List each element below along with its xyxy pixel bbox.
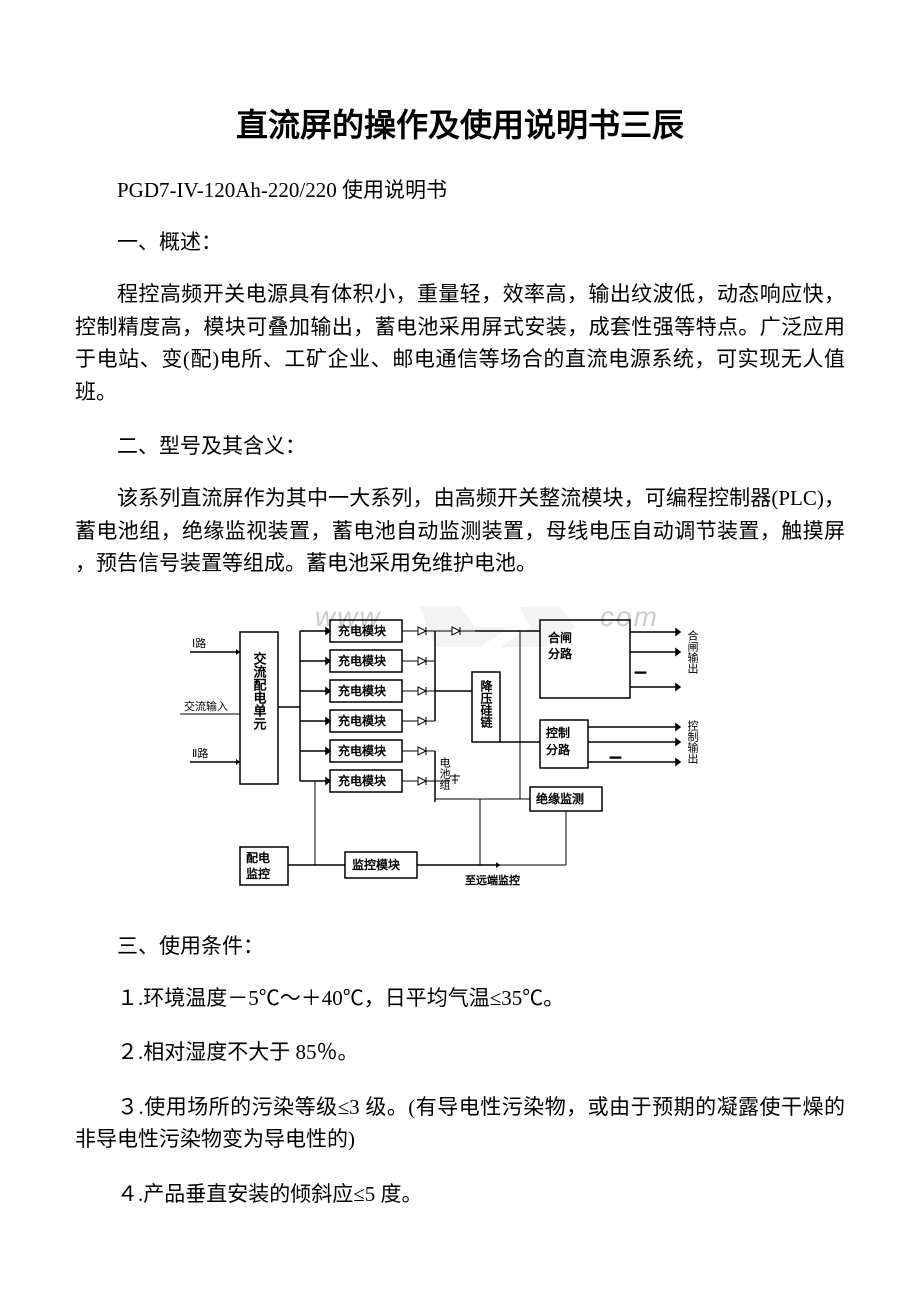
section1-para: 程控高频开关电源具有体积小，重量轻，效率高，输出纹波低，动态响应快，控制精度高，… bbox=[75, 278, 845, 408]
close-branch-label1: 合闸 bbox=[548, 630, 572, 645]
close-branch-label2: 分路 bbox=[548, 646, 573, 661]
item1: １.环境温度－5℃～＋40℃，日平均气温≤35℃。 bbox=[75, 982, 845, 1015]
route1-label: Ⅰ路 bbox=[192, 637, 206, 650]
ac-input-label: 交流输入 bbox=[184, 699, 228, 713]
svg-text:充电模块: 充电模块 bbox=[338, 743, 387, 758]
control-output-label: 控制输出 bbox=[686, 719, 699, 764]
svg-text:---: --- bbox=[610, 751, 621, 763]
battery-icon bbox=[450, 774, 460, 784]
remote-label: 至远端监控 bbox=[465, 873, 520, 887]
ac-unit-label: 交流配电单元 bbox=[252, 651, 267, 731]
battery-label: 电池组 bbox=[438, 757, 451, 790]
route2-label: Ⅱ路 bbox=[192, 747, 208, 760]
svg-text:充电模块: 充电模块 bbox=[338, 773, 387, 788]
section2-para: 该系列直流屏作为其中一大系列，由高频开关整流模块，可编程控制器(PLC)，蓄电池… bbox=[75, 482, 845, 580]
step-down-label: 降压硅链 bbox=[479, 678, 493, 728]
close-output-label: 合闸输出 bbox=[686, 629, 699, 674]
svg-text:控制: 控制 bbox=[546, 725, 570, 740]
svg-text:充电模块: 充电模块 bbox=[338, 653, 387, 668]
svg-text:配电: 配电 bbox=[246, 850, 270, 865]
svg-text:充电模块: 充电模块 bbox=[338, 623, 387, 638]
svg-text:监控: 监控 bbox=[246, 866, 270, 881]
svg-text:充电模块: 充电模块 bbox=[338, 713, 387, 728]
subtitle: PGD7-IV-120Ah-220/220 使用说明书 bbox=[75, 174, 845, 204]
svg-text:分路: 分路 bbox=[546, 742, 571, 757]
section3-head: 三、使用条件： bbox=[75, 930, 845, 960]
item3: ３.使用场所的污染等级≤3 级。(有导电性污染物，或由于预期的凝露使干燥的非导电… bbox=[75, 1091, 845, 1156]
insulation-label: 绝缘监测 bbox=[536, 791, 584, 806]
item2: ２.相对湿度不大于 85％。 bbox=[75, 1036, 845, 1069]
section2-head: 二、型号及其含义： bbox=[75, 430, 845, 460]
page-title: 直流屏的操作及使用说明书三辰 bbox=[75, 100, 845, 146]
svg-text:---: --- bbox=[635, 666, 646, 678]
charge-modules: 充电模块 充电模块 充电模块 充电模块 充电模块 充电模块 bbox=[330, 620, 402, 792]
svg-text:充电模块: 充电模块 bbox=[338, 683, 387, 698]
section1-head: 一、概述： bbox=[75, 226, 845, 256]
item4: ４.产品垂直安装的倾斜应≤5 度。 bbox=[75, 1178, 845, 1211]
monitor-module-label: 监控模块 bbox=[352, 857, 401, 872]
diodes bbox=[402, 627, 435, 785]
system-diagram: www com 交流配电单元 Ⅰ路 交流输入 Ⅱ路 充电模块 充电模块 充电模块… bbox=[75, 602, 845, 902]
